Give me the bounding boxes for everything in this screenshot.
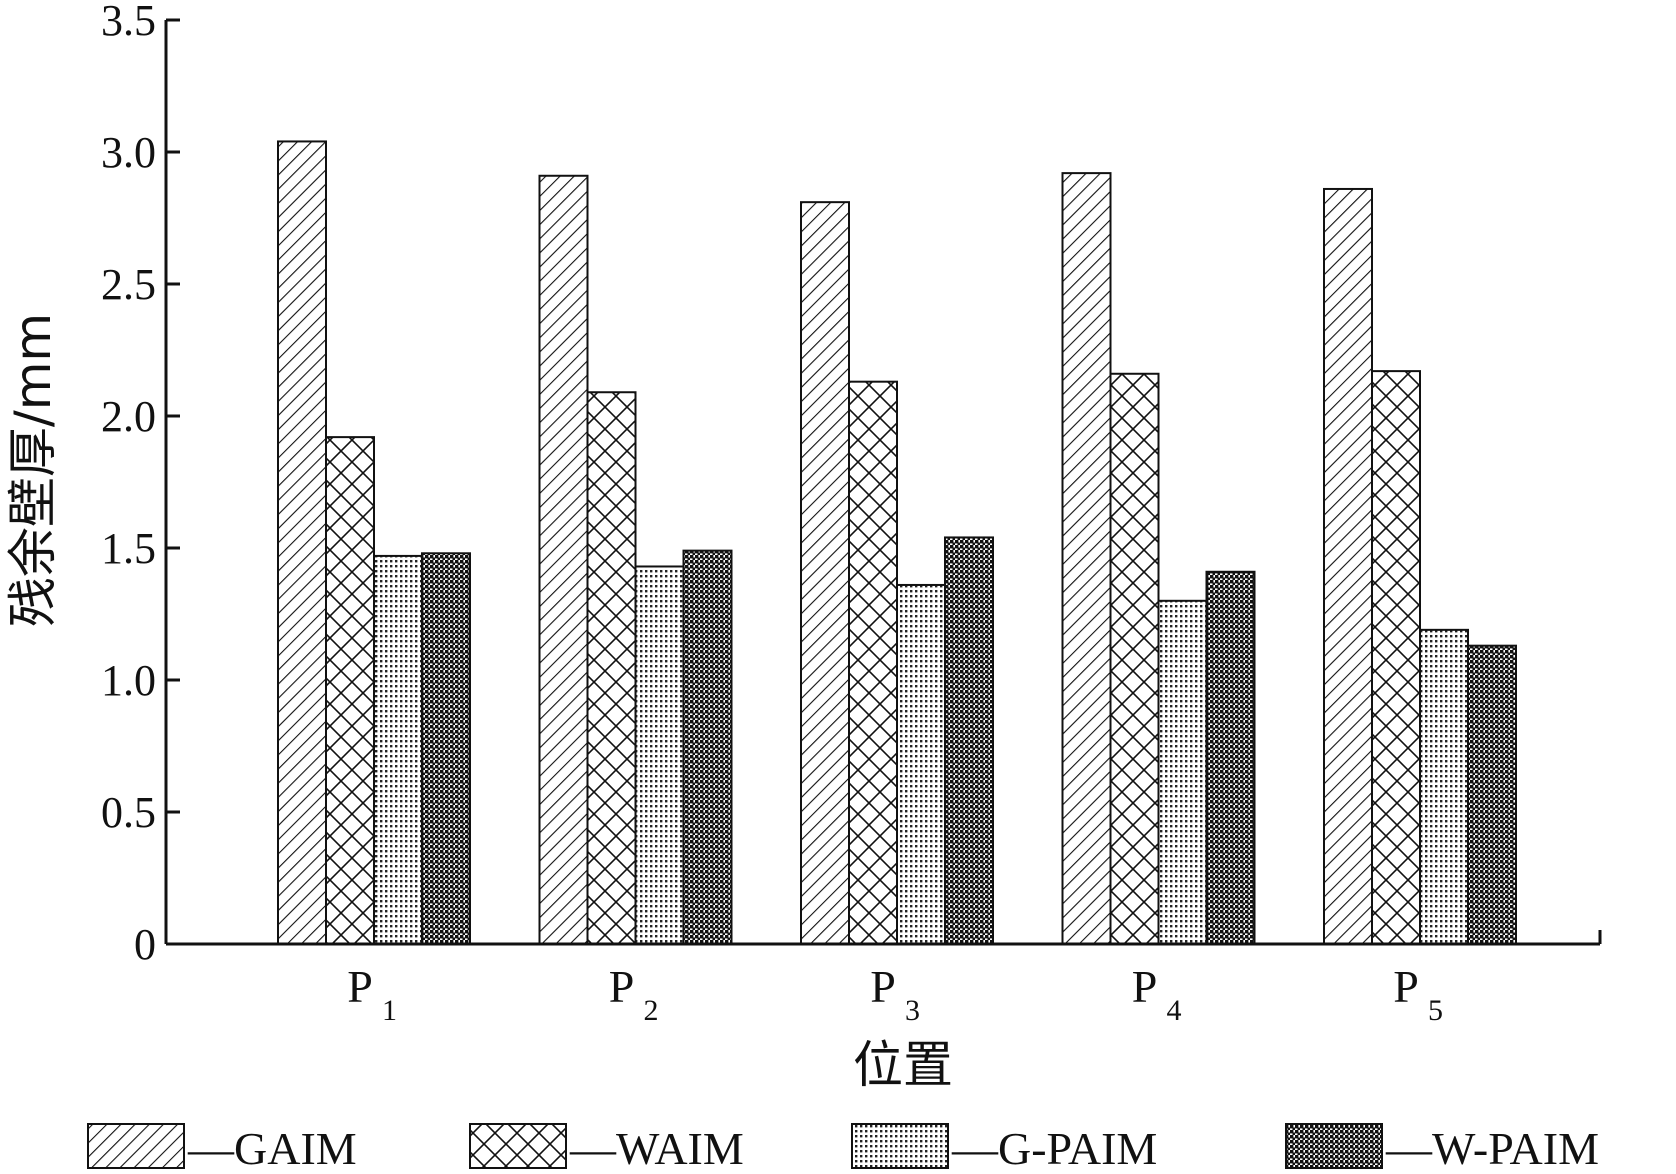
x-axis-title: 位置 bbox=[853, 1036, 953, 1094]
bar-fine-dots-5 bbox=[1419, 628, 1469, 946]
bar-dense-dots-5 bbox=[1467, 644, 1517, 945]
x-category-subscript: 3 bbox=[905, 994, 920, 1027]
y-tick-label: 3.5 bbox=[101, 0, 156, 45]
bar-diagonal-hatch-1 bbox=[277, 140, 327, 945]
y-tick-label: 1.0 bbox=[101, 656, 156, 705]
bar-dense-dots-2 bbox=[682, 549, 733, 945]
x-category-label: P bbox=[1132, 961, 1158, 1012]
bar-cross-hatch-3 bbox=[848, 380, 898, 945]
y-tick-label: 0.5 bbox=[101, 788, 156, 837]
x-category-subscript: 2 bbox=[644, 994, 659, 1027]
legend-label: —WAIM bbox=[569, 1123, 744, 1174]
bar-diagonal-hatch-4 bbox=[1061, 172, 1112, 945]
bar-cross-hatch-4 bbox=[1109, 372, 1160, 945]
legend-swatch-dense-dots bbox=[1285, 1123, 1383, 1169]
legend-label: —G-PAIM bbox=[951, 1123, 1157, 1174]
bar-diagonal-hatch-3 bbox=[800, 201, 850, 946]
legend-swatch-diagonal-hatch bbox=[87, 1123, 185, 1169]
legend-swatch-fine-dots bbox=[851, 1123, 949, 1169]
bar-cross-hatch-2 bbox=[586, 391, 637, 945]
legend-label: —GAIM bbox=[187, 1123, 357, 1174]
legend-label: —W-PAIM bbox=[1385, 1123, 1599, 1174]
y-tick-label: 0 bbox=[134, 920, 156, 969]
bar-diagonal-hatch-5 bbox=[1323, 187, 1373, 945]
y-tick-label: 2.5 bbox=[101, 260, 156, 309]
y-tick-label: 3.0 bbox=[101, 128, 156, 177]
bar-dense-dots-3 bbox=[944, 536, 994, 945]
bar-diagonal-hatch-2 bbox=[538, 174, 589, 945]
x-category-label: P bbox=[347, 961, 373, 1012]
y-axis-title: 残余壁厚/mm bbox=[4, 313, 62, 627]
y-ticks: 0 0.5 1.0 1.5 2.0 2.5 3.0 3.5 bbox=[101, 0, 180, 969]
bar-fine-dots-1 bbox=[373, 554, 423, 945]
legend: —GAIM —WAIM —G-PAIM —W-PAIM bbox=[87, 1123, 1599, 1174]
bar-fine-dots-2 bbox=[634, 565, 685, 945]
bar-fine-dots-4 bbox=[1157, 599, 1208, 945]
x-category-label: P bbox=[609, 961, 635, 1012]
legend-swatch-cross-hatch bbox=[469, 1123, 567, 1169]
bar-dense-dots-1 bbox=[421, 552, 471, 946]
bar-fine-dots-3 bbox=[896, 583, 946, 946]
bar-cross-hatch-1 bbox=[325, 436, 375, 945]
bar-dense-dots-4 bbox=[1205, 570, 1256, 945]
y-tick-label: 1.5 bbox=[101, 524, 156, 573]
axes bbox=[164, 20, 1602, 946]
y-tick-label: 2.0 bbox=[101, 392, 156, 441]
x-category-label: P bbox=[1393, 961, 1419, 1012]
x-category-subscript: 5 bbox=[1428, 994, 1443, 1027]
x-category-label: P bbox=[870, 961, 896, 1012]
x-category-subscript: 4 bbox=[1167, 994, 1182, 1027]
bars-layer bbox=[277, 140, 1517, 946]
x-category-subscript: 1 bbox=[382, 994, 397, 1027]
bar-cross-hatch-5 bbox=[1371, 370, 1421, 945]
